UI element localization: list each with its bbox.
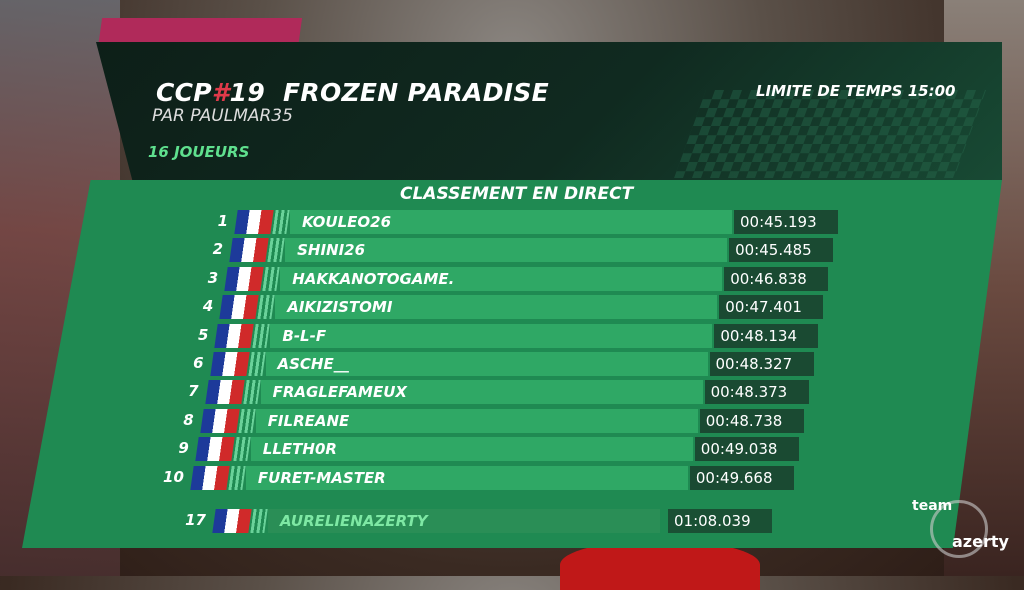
row-stripes	[233, 437, 251, 462]
player-count: 16 JOUEURS	[148, 143, 250, 161]
standings-title: CLASSEMENT EN DIRECT	[400, 184, 634, 204]
rank-number: 10	[163, 467, 184, 486]
player-name: FRAGLEFAMEUX	[272, 383, 407, 402]
rank-number: 5	[197, 325, 209, 344]
standing-row: 5 B-L-F 00:48.134	[0, 323, 1024, 348]
team-azerty-logo: team azerty	[908, 490, 1012, 562]
player-time: 00:49.668	[689, 465, 794, 490]
standing-row: 1 KOULEO26 00:45.193	[0, 210, 1024, 234]
player-name-bar: KOULEO26	[290, 210, 732, 234]
standing-row: 6 ASCHE__ 00:48.327	[0, 352, 1024, 376]
row-stripes	[272, 210, 290, 234]
france-flag-icon	[212, 509, 252, 533]
row-stripes	[228, 465, 246, 490]
time-limit: LIMITE DE TEMPS 15:00	[756, 82, 956, 100]
rank-number: 9	[178, 439, 189, 458]
standing-row: 9 LLETH0R 00:49.038	[0, 437, 1024, 462]
player-name-bar: AIKIZISTOMI	[275, 295, 718, 320]
standing-row: 2 SHINI26 00:45.485	[0, 238, 1024, 263]
player-time: 00:48.373	[704, 380, 809, 405]
player-time: 00:48.738	[699, 408, 804, 433]
player-name-bar: AURELIENAZERTY	[268, 509, 660, 533]
player-name-bar: FILREANE	[255, 408, 698, 433]
player-name-bar: FURET-MASTER	[245, 465, 688, 490]
row-stripes	[267, 238, 285, 263]
row-stripes	[247, 352, 266, 376]
player-time: 00:47.401	[719, 295, 824, 320]
logo-text-team: team	[912, 498, 953, 514]
standing-row: 7 FRAGLEFAMEUX 00:48.373	[0, 380, 1024, 405]
tag-prefix: CCP	[156, 78, 212, 107]
player-name: SHINI26	[297, 241, 366, 260]
map-name: FROZEN PARADISE	[283, 78, 550, 107]
france-flag-icon	[190, 465, 230, 490]
player-name-bar: LLETH0R	[250, 437, 693, 462]
row-stripes	[257, 295, 275, 320]
row-stripes	[250, 509, 268, 533]
rank-number: 6	[193, 354, 204, 372]
france-flag-icon	[224, 266, 264, 291]
tag-number: 19	[229, 78, 266, 107]
player-name-bar: ASCHE__	[265, 352, 708, 376]
standing-row: 10 FURET-MASTER 00:49.668	[0, 465, 1024, 490]
rank-number: 3	[207, 268, 219, 287]
player-name: LLETH0R	[262, 440, 337, 459]
map-header-panel	[96, 42, 1002, 180]
rank-number: 17	[185, 511, 206, 529]
player-name: AURELIENAZERTY	[280, 512, 428, 530]
rank-number: 8	[183, 410, 194, 429]
france-flag-icon	[229, 238, 269, 263]
france-flag-icon	[214, 323, 255, 348]
player-name-bar: FRAGLEFAMEUX	[260, 380, 703, 405]
player-name-bar: B-L-F	[270, 323, 713, 348]
france-flag-icon	[200, 408, 240, 433]
player-name: KOULEO26	[302, 213, 392, 231]
player-name-bar: HAKKANOTOGAME.	[280, 266, 723, 291]
standing-row: 4 AIKIZISTOMI 00:47.401	[0, 295, 1024, 320]
row-stripes	[262, 266, 280, 291]
player-name: AIKIZISTOMI	[287, 298, 393, 317]
player-time: 00:45.193	[734, 210, 838, 234]
france-flag-icon	[219, 295, 259, 320]
standing-row: 8 FILREANE 00:48.738	[0, 408, 1024, 433]
france-flag-icon	[204, 380, 245, 405]
tag-hash: #	[211, 78, 230, 107]
map-title: CCP#19 FROZEN PARADISE	[156, 78, 549, 107]
rank-number: 2	[212, 240, 224, 259]
player-name: B-L-F	[282, 326, 327, 345]
player-time: 00:48.327	[709, 352, 814, 376]
player-time: 00:49.038	[694, 437, 799, 462]
france-flag-icon	[195, 437, 235, 462]
row-stripes	[252, 323, 271, 348]
self-standing-row: 17 AURELIENAZERTY 01:08.039	[0, 509, 1024, 533]
player-time: 00:46.838	[724, 266, 829, 291]
rank-number: 7	[188, 382, 199, 401]
logo-ring	[930, 500, 988, 558]
player-name: FILREANE	[267, 411, 350, 430]
player-name-bar: SHINI26	[285, 238, 728, 263]
player-name: FURET-MASTER	[257, 468, 386, 487]
row-stripes	[242, 380, 261, 405]
rank-number: 4	[202, 297, 214, 316]
france-flag-icon	[234, 210, 274, 234]
row-stripes	[238, 408, 256, 433]
player-time: 00:48.134	[714, 323, 819, 348]
france-flag-icon	[209, 352, 250, 376]
player-time: 01:08.039	[668, 509, 772, 533]
player-time: 00:45.485	[729, 238, 834, 263]
logo-text-azerty: azerty	[952, 532, 1009, 551]
map-author: PAR PAULMAR35	[152, 106, 293, 126]
checkered-flag-pattern	[673, 90, 987, 178]
player-name: HAKKANOTOGAME.	[292, 269, 455, 288]
standing-row: 3 HAKKANOTOGAME. 00:46.838	[0, 266, 1024, 291]
rank-number: 1	[217, 212, 228, 230]
player-name: ASCHE__	[277, 355, 349, 373]
